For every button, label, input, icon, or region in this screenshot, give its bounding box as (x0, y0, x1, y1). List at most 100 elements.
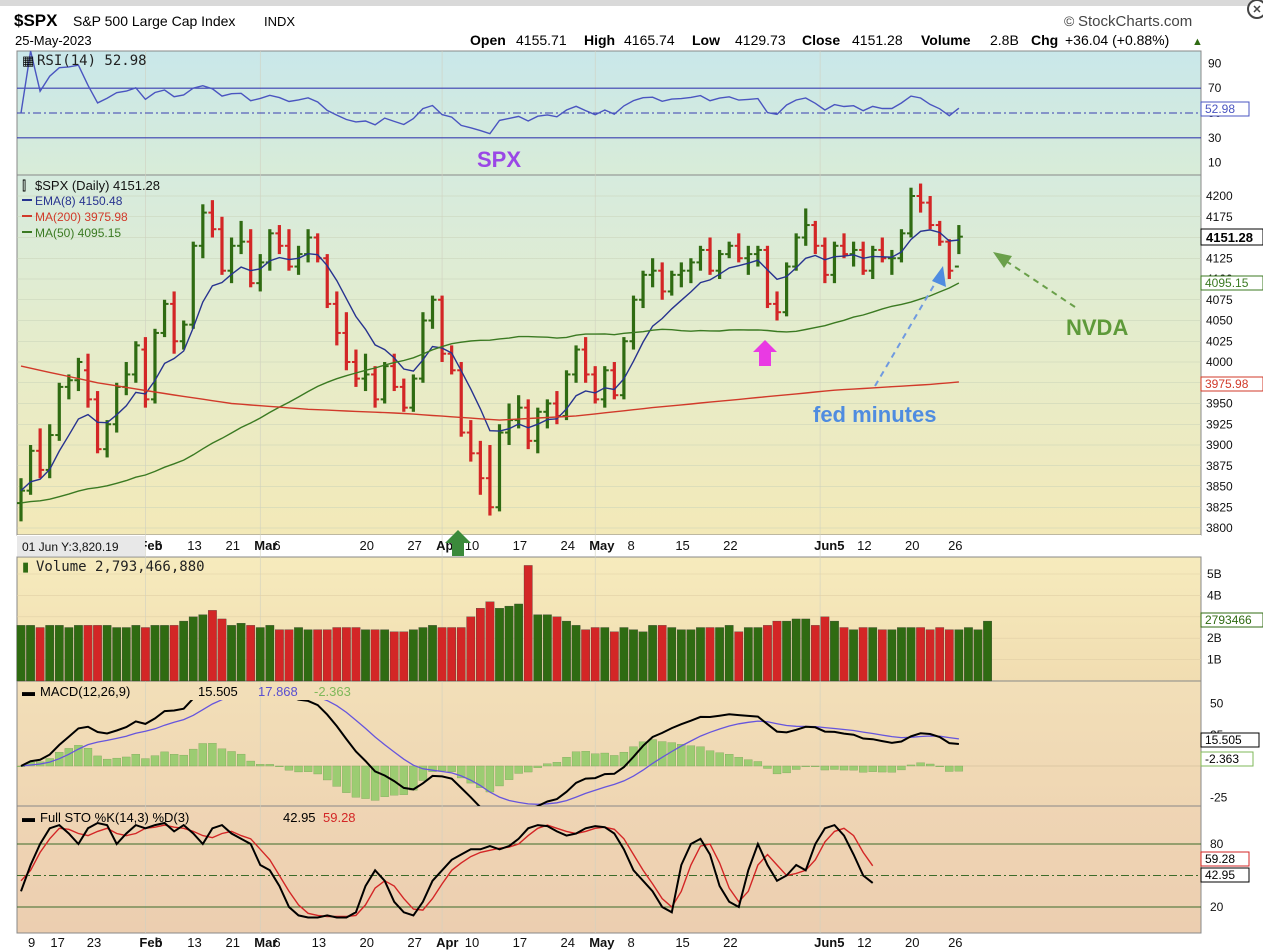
macd-histogram-bar (208, 743, 217, 767)
date-axis-label: Jun5 (814, 538, 844, 553)
ohlc-bar (246, 229, 255, 288)
macd-histogram-bar (744, 759, 753, 767)
ohlc-bar-range (335, 291, 339, 346)
ohlc-bar (409, 374, 418, 412)
ohlc-bar-range (48, 424, 52, 479)
macd-histogram-bar (638, 741, 648, 767)
ohlc-bar (495, 424, 504, 512)
macd-histogram-bar (313, 765, 322, 775)
ohlc-bar-range (115, 382, 119, 433)
rsi-badge-box (1200, 101, 1250, 117)
ohlc-bar-range (143, 337, 148, 408)
macd-line (20, 700, 959, 806)
macd-histogram-bar (495, 765, 504, 787)
ma50-legend: MA(50) 4095.15 (35, 226, 121, 240)
chart-date: 25-May-2023 (15, 33, 92, 48)
ohlc-bar (572, 345, 581, 383)
ohlc-bar-range (564, 370, 569, 421)
volume-bar (504, 605, 514, 682)
sto-series (17, 821, 1201, 919)
ohlc-bar-range (890, 249, 894, 275)
volume-bar (648, 625, 657, 682)
date-axis-label: 21 (226, 538, 240, 553)
date-axis-label-bottom: 20 (905, 935, 919, 950)
ohlc-bar (629, 295, 638, 350)
ohlc-bar (543, 399, 552, 429)
ohlc-bar-range (268, 229, 272, 271)
date-axis-label-bottom: 24 (560, 935, 574, 950)
close-icon[interactable] (1247, 0, 1263, 19)
sto-legend-k: 42.95 (283, 810, 316, 825)
volume-bar (16, 625, 26, 682)
macd-histogram-bar (562, 757, 571, 767)
date-axis-label: 26 (948, 538, 962, 553)
macd-histogram-bar (102, 758, 112, 767)
ohlc-bar-range (153, 328, 157, 404)
volume-bar (571, 625, 581, 682)
ohlc-bar (725, 241, 734, 259)
ohlc-bar (103, 420, 112, 458)
ma200-badge: 3975.98 (1205, 377, 1249, 391)
price-tick-label: 3825 (1206, 500, 1233, 514)
macd-histogram-bar (533, 765, 542, 768)
ohlc-bar (237, 220, 246, 255)
ohlc-bar-range (76, 357, 81, 392)
volume-bar (188, 616, 198, 682)
ohlc-bar-range (622, 337, 626, 400)
exchange-code: INDX (264, 14, 295, 29)
ohlc-bar (131, 341, 140, 383)
macd-histogram-bar (198, 743, 207, 767)
volume-bar (619, 627, 629, 682)
rsi-tick-label: 10 (1208, 156, 1222, 170)
macd-histogram-bar (179, 754, 188, 767)
chg-label: Chg (1031, 32, 1058, 48)
date-axis-label: Mar (254, 538, 277, 553)
date-axis-label: 15 (675, 538, 689, 553)
ohlc-bar-range (124, 362, 128, 396)
volume-bar (380, 629, 390, 682)
sto-k-badge: 42.95 (1205, 868, 1235, 882)
macd-histogram-bar (236, 753, 246, 767)
high-value: 4165.74 (624, 32, 675, 48)
copyright-icon: © (1064, 13, 1075, 29)
ohlc-bar-range (478, 440, 482, 495)
macd-histogram-bar (428, 765, 437, 772)
macd-histogram-bar (141, 758, 150, 767)
ohlc-bar-range (258, 254, 262, 292)
macd-histogram-bar (504, 765, 514, 780)
ohlc-bar-range (162, 299, 167, 338)
volume-bar (121, 627, 131, 682)
ohlc-bar-range (229, 237, 234, 284)
volume-value: 2.8B (990, 32, 1019, 48)
volume-bar (208, 610, 217, 682)
nvda-arrowhead-icon (993, 252, 1012, 268)
ohlc-bar-range (488, 445, 492, 516)
low-value: 4129.73 (735, 32, 786, 48)
date-axis-label: 17 (513, 538, 527, 553)
price-tick-label: 4050 (1206, 314, 1233, 328)
volume-bar (246, 625, 256, 682)
volume-bar (54, 625, 64, 682)
volume-badge: 2793466 (1205, 613, 1252, 627)
macd-histogram-bar (294, 765, 303, 773)
ohlc-bar-range (239, 220, 243, 255)
ohlc-bar-range (651, 258, 655, 288)
macd-histogram-bar (275, 765, 284, 767)
volume-bar (791, 618, 801, 682)
ohlc-bar-range (785, 262, 789, 317)
volume-bar (179, 620, 189, 682)
ohlc-bar (160, 299, 169, 338)
volume-bar (887, 629, 897, 682)
volume-bar (523, 565, 533, 682)
volume-bar (150, 625, 160, 682)
macd-histogram-bar (361, 765, 370, 799)
macd-series (16, 700, 964, 806)
date-axis-label: 12 (857, 538, 871, 553)
price-legend: ⫿ $SPX (Daily) 4151.28 EMA(8) 4150.48 MA… (22, 178, 160, 240)
ohlc-bar (600, 366, 609, 408)
ohlc-bar (418, 312, 427, 383)
ohlc-summary: Open 4155.71 High 4165.74 Low 4129.73 Cl… (470, 32, 1203, 48)
fed-arrow-line (874, 279, 938, 387)
close-value: 4151.28 (852, 32, 903, 48)
ohlc-bar (351, 349, 360, 387)
